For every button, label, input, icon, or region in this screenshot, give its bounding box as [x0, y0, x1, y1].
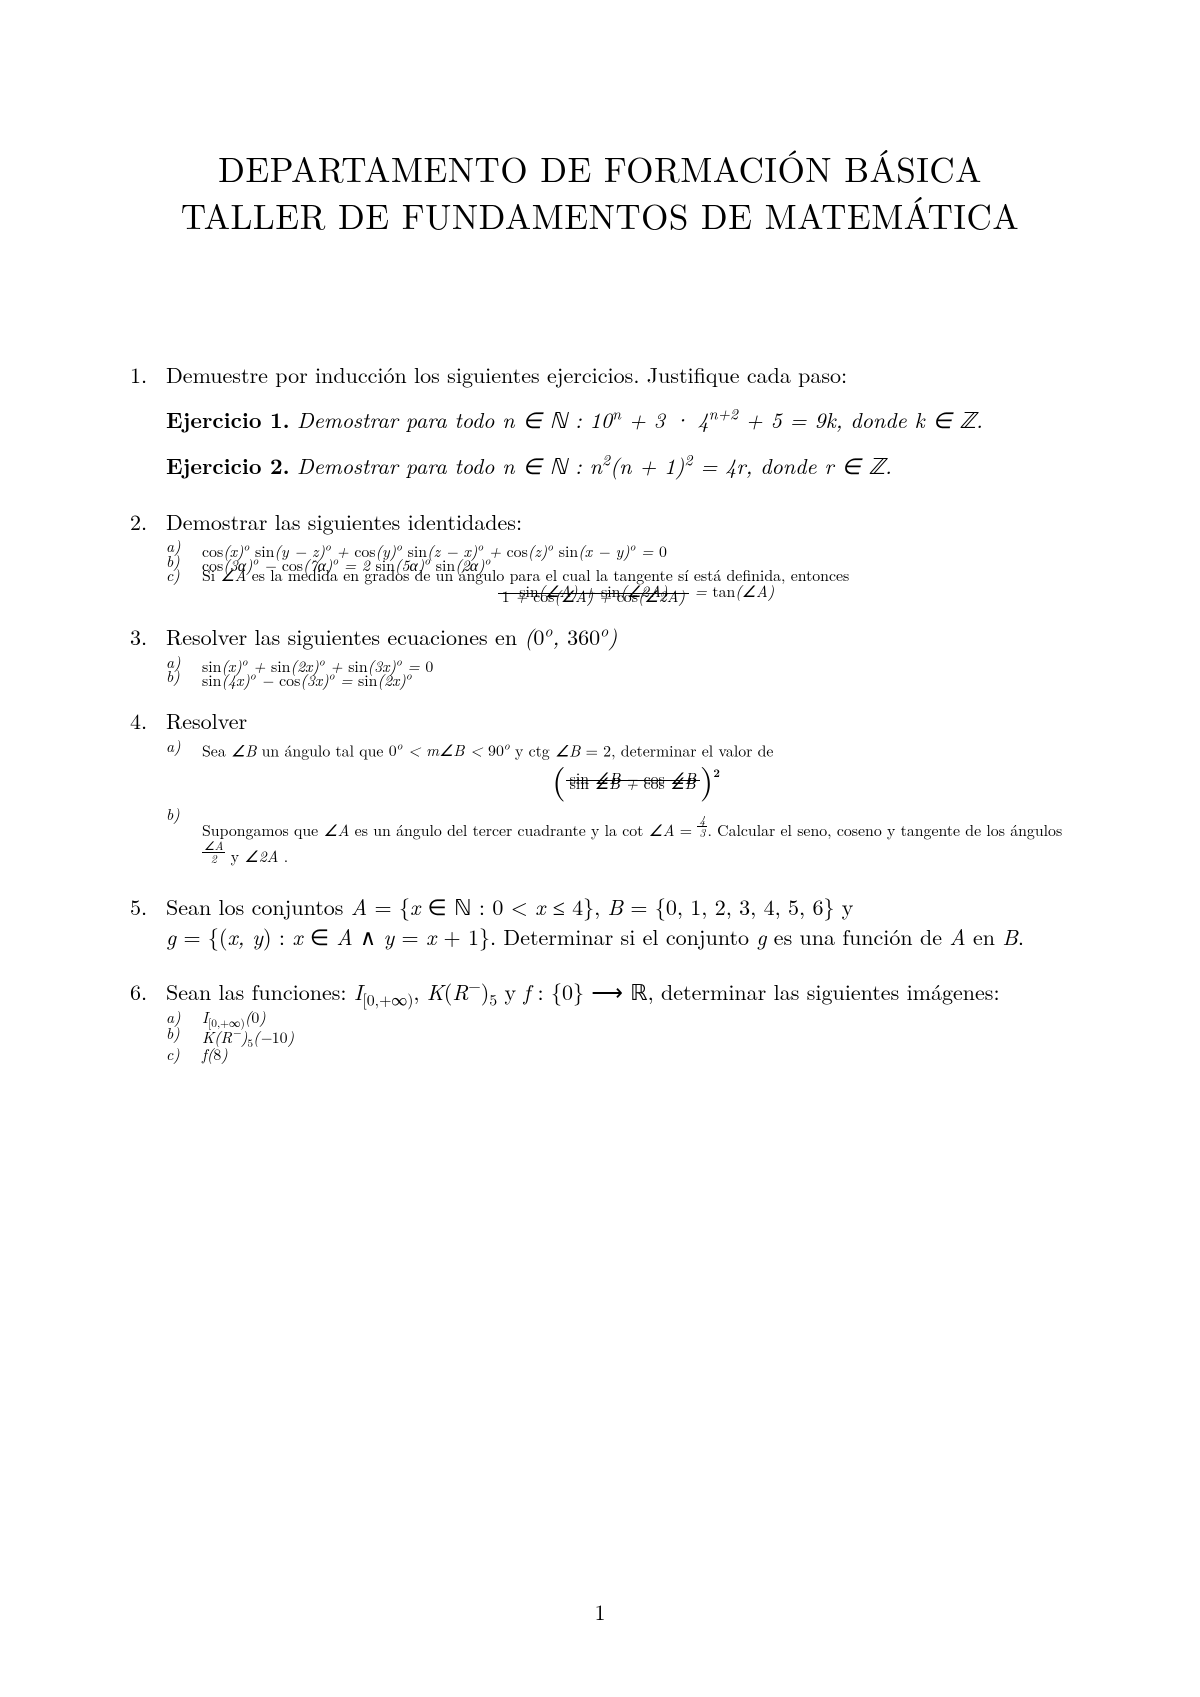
problem-6-subitems: I[0,+∞)(0) K(R−)5(−10) f(8): [166, 1017, 1070, 1054]
frac43-den: 3: [697, 827, 707, 839]
problem-2c-den: 1 + cos(∠A) + cos(∠2A): [498, 594, 689, 596]
problem-4: Resolver Sea ∠B un ángulo tal que 0o < m…: [130, 706, 1070, 866]
lparen-icon: (: [552, 766, 566, 794]
page-container: DEPARTAMENTO DE FORMACIÓN BÁSICA TALLER …: [0, 0, 1200, 1697]
problem-6-intro: Sean las funciones: I[0,+∞), K(R−)5 y f …: [166, 976, 1000, 1007]
problem-6b: K(R−)5(−10): [166, 1033, 1070, 1043]
ejercicio-2: Ejercicio 2. Demostrar para todo n ∈ ℕ :…: [166, 451, 1070, 481]
title-line-1: DEPARTAMENTO DE FORMACIÓN BÁSICA: [218, 144, 982, 193]
problem-4a-display: ( sin ∠B − cos ∠B sin ∠B + cos ∠B )2: [202, 766, 1070, 794]
problem-6: Sean las funciones: I[0,+∞), K(R−)5 y f …: [130, 977, 1070, 1053]
problem-2c-display: sin(∠A) + sin(∠2A) 1 + cos(∠A) + cos(∠2A…: [202, 591, 1070, 596]
problem-4a: Sea ∠B un ángulo tal que 0o < m∠B < 90o …: [166, 746, 1070, 794]
problem-2-intro: Demostrar las siguientes identidades:: [166, 506, 522, 537]
ejercicio-2-label: Ejercicio 2.: [166, 450, 290, 481]
problem-2c: Si ∠A es la medida en grados de un ángul…: [166, 575, 1070, 596]
problem-2-subitems: cos(x)o sin(y − z)o + cos(y)o sin(z − x)…: [166, 546, 1070, 596]
problem-1: Demuestre por inducción los siguientes e…: [130, 360, 1070, 481]
half-den: 2: [202, 853, 225, 865]
rparen-icon: ): [700, 766, 714, 794]
problem-4-intro: Resolver: [166, 705, 247, 736]
problem-4b: Supongamos que ∠A es un ángulo del terce…: [166, 814, 1070, 866]
document-title: DEPARTAMENTO DE FORMACIÓN BÁSICA TALLER …: [130, 145, 1070, 240]
ejercicio-1-text: Demostrar para todo n ∈ ℕ : 10n + 3 · 4n…: [297, 404, 983, 435]
problem-3b-math: sin(4x)o − cos(3x)o = sin(2x)o: [202, 668, 412, 691]
problem-5-line2: g = {(x, y) : x ∈ A ∧ y = x + 1}. Determ…: [166, 921, 1024, 952]
problem-6c-math: f(8): [202, 1042, 228, 1065]
problem-3-intro: Resolver las siguientes ecuaciones en (0…: [166, 621, 617, 652]
problem-4a-text: Sea ∠B un ángulo tal que 0o < m∠B < 90o …: [202, 738, 773, 761]
problem-3a: sin(x)o + sin(2x)o + sin(3x)o = 0: [166, 662, 1070, 666]
problem-3b: sin(4x)o − cos(3x)o = sin(2x)o: [166, 676, 1070, 680]
problem-1-intro: Demuestre por inducción los siguientes e…: [166, 359, 847, 390]
problem-4a-den: sin ∠B + cos ∠B: [566, 781, 700, 783]
problem-list: Demuestre por inducción los siguientes e…: [130, 360, 1070, 1054]
problem-4a-exp: 2: [713, 765, 720, 781]
title-line-2: TALLER DE FUNDAMENTOS DE MATEMÁTICA: [181, 191, 1019, 240]
problem-4b-half: ∠A2: [202, 840, 225, 866]
problem-2c-rhs: = tan(∠A): [695, 579, 775, 602]
problem-4b-frac43: 43: [697, 814, 707, 840]
problem-2c-fraction: sin(∠A) + sin(∠2A) 1 + cos(∠A) + cos(∠2A…: [498, 591, 689, 596]
problem-2: Demostrar las siguientes identidades: co…: [130, 507, 1070, 596]
problem-3: Resolver las siguientes ecuaciones en (0…: [130, 622, 1070, 680]
problem-3-subitems: sin(x)o + sin(2x)o + sin(3x)o = 0 sin(4x…: [166, 662, 1070, 681]
problem-4b-text: Supongamos que ∠A es un ángulo del terce…: [202, 818, 1062, 867]
page-number: 1: [0, 1597, 1200, 1627]
problem-2a: cos(x)o sin(y − z)o + cos(y)o sin(z − x)…: [166, 546, 1070, 550]
ejercicio-1-label: Ejercicio 1.: [166, 404, 290, 435]
problem-4a-fraction: sin ∠B − cos ∠B sin ∠B + cos ∠B: [566, 778, 700, 783]
ejercicio-2-text: Demostrar para todo n ∈ ℕ : n2(n + 1)2 =…: [297, 450, 892, 481]
problem-5: Sean los conjuntos A = {x ∈ ℕ : 0 < x ≤ …: [130, 892, 1070, 951]
problem-6a: I[0,+∞)(0): [166, 1017, 1070, 1023]
problem-4-subitems: Sea ∠B un ángulo tal que 0o < m∠B < 90o …: [166, 746, 1070, 866]
problem-5-line1: Sean los conjuntos A = {x ∈ ℕ : 0 < x ≤ …: [166, 891, 853, 922]
ejercicio-1: Ejercicio 1. Demostrar para todo n ∈ ℕ :…: [166, 405, 1070, 435]
